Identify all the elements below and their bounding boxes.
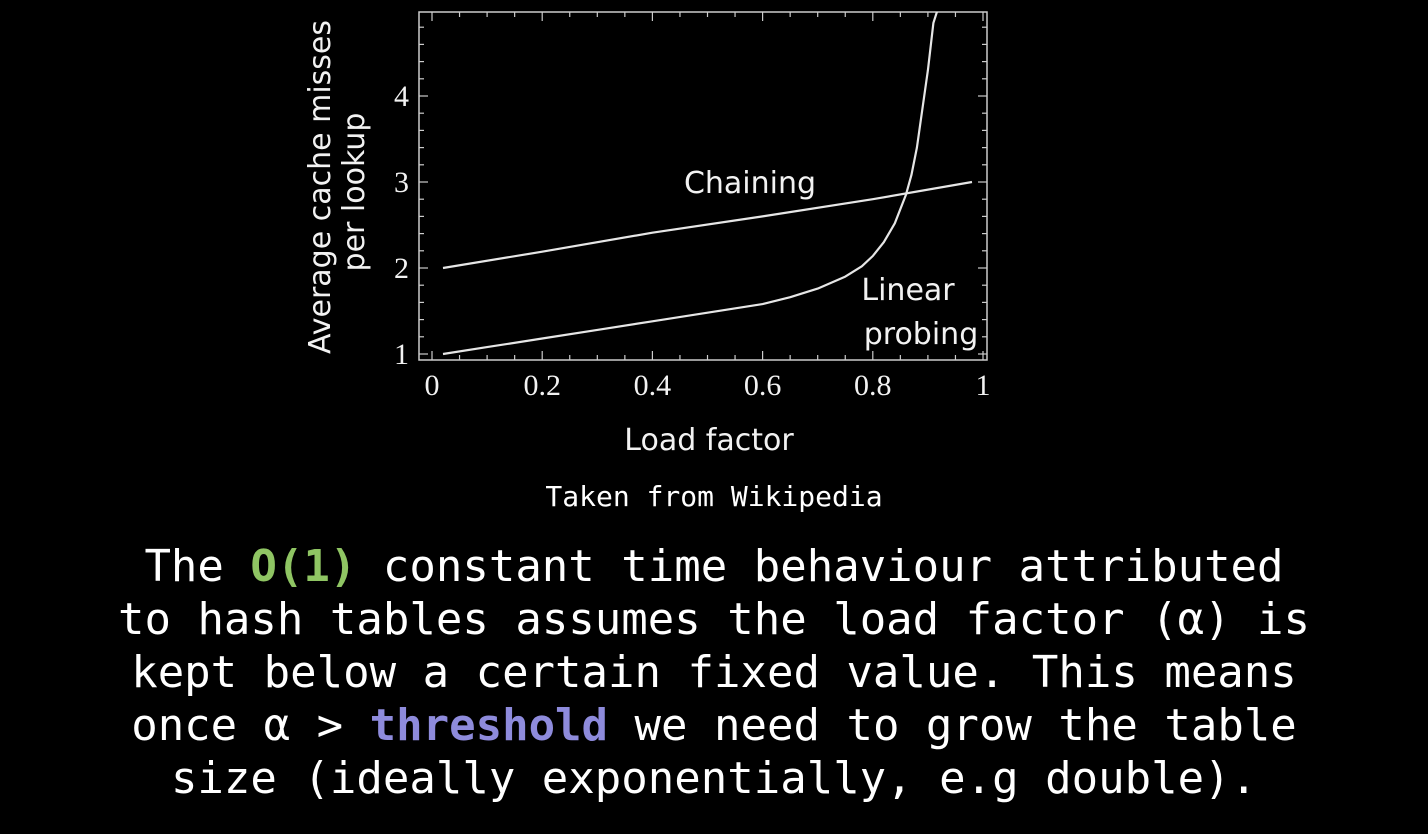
x-tick-label: 0 bbox=[425, 369, 440, 402]
x-axis-label: Load factor bbox=[624, 423, 794, 458]
y-tick-label: 2 bbox=[394, 252, 409, 285]
series-label-linear-line2: probing bbox=[864, 317, 979, 352]
threshold-highlight: threshold bbox=[369, 700, 609, 751]
body-line-4-start: once α > bbox=[131, 700, 370, 751]
chaining-series-line bbox=[442, 180, 973, 270]
y-axis-label-line1: Average cache misses bbox=[303, 20, 338, 354]
body-line-1-end: constant time behaviour attributed bbox=[356, 541, 1284, 592]
big-o-highlight: O(1) bbox=[250, 541, 357, 592]
y-tick-label: 3 bbox=[394, 166, 409, 199]
linear-probing-series-line bbox=[442, 12, 939, 356]
body-line-5: size (ideally exponentially, e.g double)… bbox=[170, 753, 1258, 804]
body-line-2: to hash tables assumes the load factor (… bbox=[117, 594, 1311, 645]
x-tick-label: 1 bbox=[976, 369, 991, 402]
body-line-1: The O(1) constant time behaviour attribu… bbox=[144, 541, 1283, 592]
x-tick-label: 0.6 bbox=[744, 369, 782, 402]
series-label-chaining: Chaining bbox=[684, 166, 816, 201]
body-line-4-end: we need to grow the table bbox=[608, 700, 1297, 751]
x-tick-label: 0.2 bbox=[523, 369, 561, 402]
body-line-1-start: The bbox=[144, 541, 251, 592]
image-credit-caption: Taken from Wikipedia bbox=[545, 480, 883, 513]
x-tick-label: 0.4 bbox=[634, 369, 672, 402]
explanation-text: The O(1) constant time behaviour attribu… bbox=[0, 540, 1428, 805]
y-tick-label: 4 bbox=[394, 80, 409, 113]
x-tick-label: 0.8 bbox=[854, 369, 892, 402]
body-line-3: kept below a certain fixed value. This m… bbox=[131, 647, 1297, 698]
plot-frame bbox=[418, 11, 988, 361]
body-line-4: once α > threshold we need to grow the t… bbox=[131, 700, 1297, 751]
series-label-linear-line1: Linear bbox=[861, 273, 955, 308]
y-axis-label-line2: per lookup bbox=[337, 113, 372, 272]
y-tick-label: 1 bbox=[394, 338, 409, 371]
load-factor-chart: 0 0.2 0.4 0.6 0.8 1 1 2 3 4 Chaining Linear probi… bbox=[303, 11, 991, 458]
